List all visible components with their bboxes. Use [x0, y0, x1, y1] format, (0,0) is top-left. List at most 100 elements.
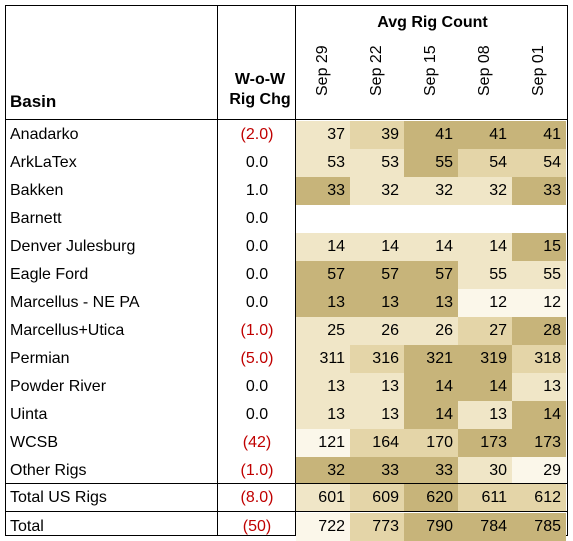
rig-count-cell: 14 — [404, 373, 458, 401]
rig-count-cell: 14 — [404, 401, 458, 429]
rig-count-cell — [350, 205, 404, 233]
rig-count-cell: 13 — [350, 401, 404, 429]
wow-header-line2: Rig Chg — [229, 91, 291, 108]
wow-header-line1: W-o-W — [234, 71, 286, 88]
rig-count-cell: 14 — [350, 233, 404, 261]
date-label: Sep 08 — [476, 45, 493, 96]
rig-count-cell: 13 — [512, 373, 566, 401]
table-row: Anadarko (2.0) 37 39 41 41 41 — [6, 121, 567, 149]
header-divider — [6, 119, 567, 120]
rig-count-cell: 319 — [458, 345, 512, 373]
basin-name: ArkLaTex — [10, 154, 77, 171]
basin-name: Powder River — [10, 378, 107, 395]
rig-change-value: (1.0) — [240, 462, 274, 479]
basin-name: WCSB — [10, 434, 58, 451]
rig-count-cell: 27 — [458, 317, 512, 345]
rig-count-cell: 28 — [512, 317, 566, 345]
rig-count-cell: 14 — [512, 401, 566, 429]
rig-count-cell: 32 — [296, 457, 350, 485]
rig-count-cell: 33 — [512, 177, 566, 205]
rig-change-value: (50) — [242, 518, 272, 535]
rig-count-cell: 54 — [458, 149, 512, 177]
table-row: Uinta 0.0 13 13 14 13 14 — [6, 401, 567, 429]
table-row: Barnett 0.0 — [6, 205, 567, 233]
rig-count-cell: 55 — [404, 149, 458, 177]
rig-change-value: 0.0 — [245, 210, 269, 227]
rig-count-cell: 26 — [350, 317, 404, 345]
rig-count-cell: 13 — [296, 373, 350, 401]
rig-count-cell: 53 — [296, 149, 350, 177]
rig-count-cell: 311 — [296, 345, 350, 373]
rig-change-value: 0.0 — [245, 238, 269, 255]
rig-count-cell: 790 — [404, 513, 458, 541]
rig-count-cell: 13 — [350, 289, 404, 317]
date-header-4: Sep 08 — [458, 45, 512, 114]
rig-count-cell: 620 — [404, 484, 458, 512]
basin-name: Marcellus+Utica — [10, 322, 125, 339]
rig-count-cell: 14 — [458, 373, 512, 401]
basin-name: Total US Rigs — [10, 489, 107, 506]
rig-count-cell: 13 — [404, 289, 458, 317]
rig-count-cell: 55 — [458, 261, 512, 289]
rig-count-cell: 773 — [350, 513, 404, 541]
rig-count-cell — [512, 205, 566, 233]
table-row: Permian (5.0) 311 316 321 319 318 — [6, 345, 567, 373]
table-row: Marcellus+Utica (1.0) 25 26 26 27 28 — [6, 317, 567, 345]
basin-name: Uinta — [10, 406, 48, 423]
rig-count-cell: 55 — [512, 261, 566, 289]
rig-change-value: 1.0 — [245, 182, 269, 199]
date-label: Sep 29 — [314, 45, 331, 96]
rig-count-cell: 57 — [350, 261, 404, 289]
rig-count-cell: 13 — [296, 401, 350, 429]
rig-count-cell: 25 — [296, 317, 350, 345]
basin-name: Other Rigs — [10, 462, 87, 479]
rig-change-value: (1.0) — [240, 322, 274, 339]
date-header-3: Sep 15 — [404, 45, 458, 114]
table-row: WCSB (42) 121 164 170 173 173 — [6, 429, 567, 457]
date-label: Sep 22 — [368, 45, 385, 96]
rig-count-cell: 321 — [404, 345, 458, 373]
rig-count-cell: 57 — [296, 261, 350, 289]
rig-count-cell: 32 — [404, 177, 458, 205]
rig-count-cell: 57 — [404, 261, 458, 289]
avg-rig-count-header: Avg Rig Count — [377, 14, 488, 31]
rig-count-cell: 170 — [404, 429, 458, 457]
table-row: ArkLaTex 0.0 53 53 55 54 54 — [6, 149, 567, 177]
rig-count-cell: 30 — [458, 457, 512, 485]
total-us-divider — [6, 483, 567, 484]
date-header-2: Sep 22 — [350, 45, 404, 114]
date-label: Sep 15 — [422, 45, 439, 96]
rig-count-cell: 32 — [458, 177, 512, 205]
table-row: Total US Rigs (8.0) 601 609 620 611 612 — [6, 484, 567, 512]
rig-change-value: (8.0) — [240, 489, 274, 506]
rig-count-cell: 318 — [512, 345, 566, 373]
rig-count-cell: 12 — [458, 289, 512, 317]
date-header-5: Sep 01 — [512, 45, 566, 114]
table-row: Eagle Ford 0.0 57 57 57 55 55 — [6, 261, 567, 289]
wow-rig-change-header: W-o-W Rig Chg — [218, 70, 302, 110]
rig-count-cell: 33 — [296, 177, 350, 205]
rig-count-cell: 15 — [512, 233, 566, 261]
table-row: Powder River 0.0 13 13 14 14 13 — [6, 373, 567, 401]
basin-name: Total — [10, 518, 44, 535]
rig-count-cell: 784 — [458, 513, 512, 541]
rig-count-cell: 54 — [512, 149, 566, 177]
change-column-divider — [295, 6, 296, 535]
rig-count-cell: 609 — [350, 484, 404, 512]
rig-count-cell: 611 — [458, 484, 512, 512]
table-row: Marcellus - NE PA 0.0 13 13 13 12 12 — [6, 289, 567, 317]
rig-count-cell: 612 — [512, 484, 566, 512]
rig-change-value: (42) — [242, 434, 272, 451]
table-row: Bakken 1.0 33 32 32 32 33 — [6, 177, 567, 205]
rig-count-cell: 785 — [512, 513, 566, 541]
rig-count-cell: 41 — [404, 121, 458, 149]
rig-count-cell: 41 — [458, 121, 512, 149]
rig-change-value: 0.0 — [245, 406, 269, 423]
rig-count-cell: 37 — [296, 121, 350, 149]
rig-count-cell: 14 — [404, 233, 458, 261]
rig-count-cell — [404, 205, 458, 233]
rig-change-value: (2.0) — [240, 126, 274, 143]
rig-count-cell: 121 — [296, 429, 350, 457]
rig-count-cell: 722 — [296, 513, 350, 541]
rig-change-value: (5.0) — [240, 350, 274, 367]
